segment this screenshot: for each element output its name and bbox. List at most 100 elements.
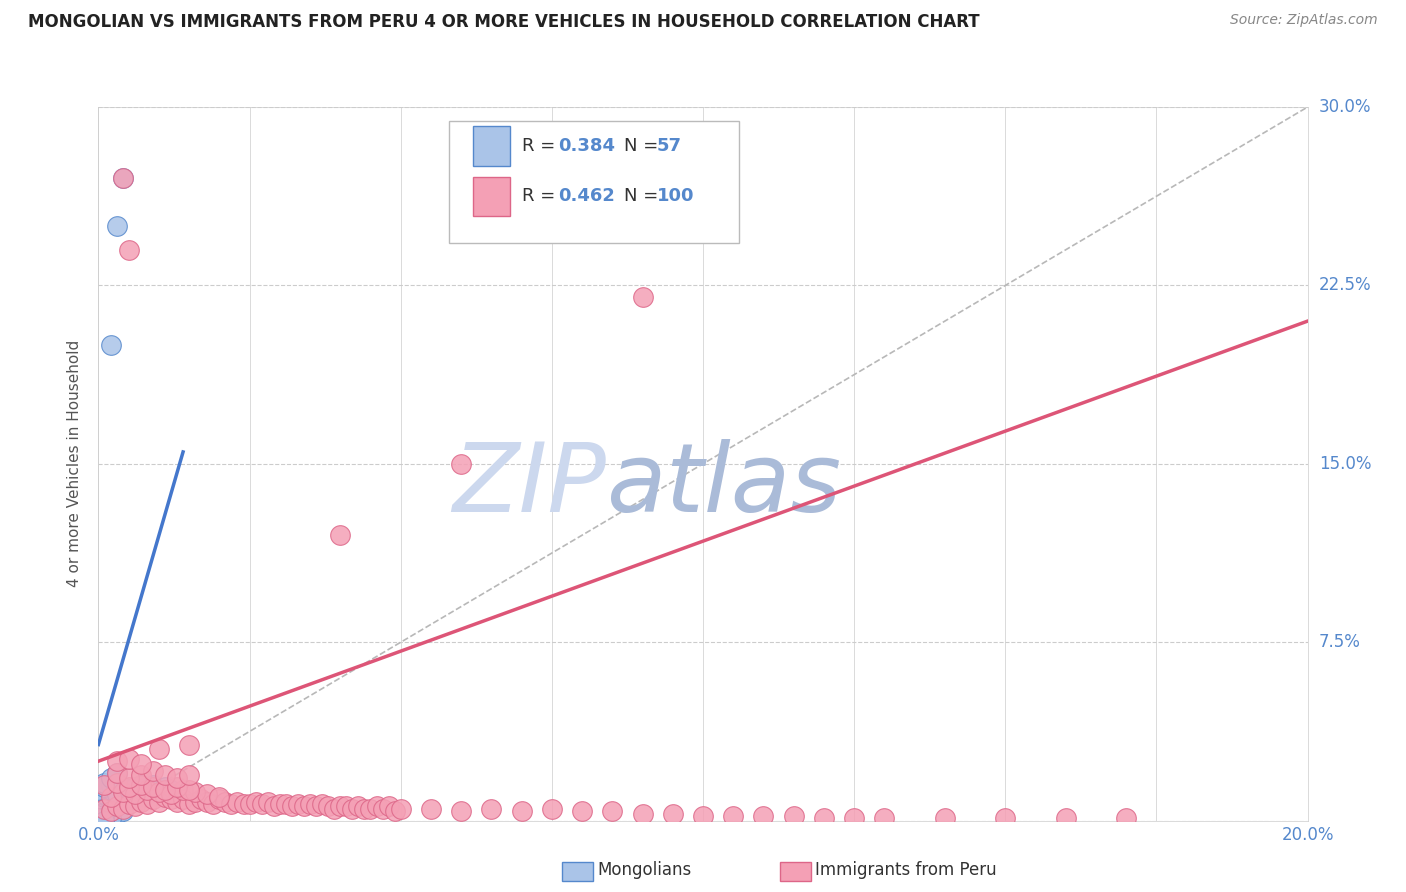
Point [232, 797, 254, 811]
Point [105, 766, 128, 780]
Point [135, 797, 157, 811]
Point [571, 804, 593, 818]
Point [142, 780, 165, 795]
Point [93, 785, 115, 799]
Point [177, 738, 201, 752]
Point [118, 243, 141, 257]
Point [934, 811, 956, 825]
Point [105, 754, 128, 768]
Point [540, 802, 562, 816]
Point [245, 795, 267, 809]
Point [184, 785, 207, 799]
Point [782, 809, 804, 823]
Point [1115, 811, 1137, 825]
Point [100, 795, 122, 809]
Point [347, 799, 370, 814]
Point [111, 171, 134, 186]
Point [87, 814, 110, 828]
Point [100, 771, 122, 785]
Point [160, 792, 183, 806]
Point [311, 797, 333, 811]
Point [148, 795, 170, 809]
Point [142, 792, 165, 806]
Point [873, 811, 896, 825]
Point [195, 795, 218, 809]
Point [124, 799, 146, 814]
Point [100, 338, 122, 352]
Point [100, 804, 122, 818]
Point [105, 799, 128, 814]
Point [263, 799, 285, 814]
Point [105, 766, 128, 780]
Point [93, 778, 115, 792]
Point [1054, 811, 1077, 825]
Point [661, 806, 683, 821]
Point [190, 792, 212, 806]
Point [269, 797, 291, 811]
Point [124, 780, 146, 795]
Point [994, 811, 1017, 825]
Text: 7.5%: 7.5% [1319, 633, 1361, 651]
Point [602, 804, 624, 818]
Point [105, 785, 128, 799]
Point [124, 788, 146, 802]
Point [148, 782, 170, 797]
FancyBboxPatch shape [474, 177, 509, 216]
Point [93, 789, 115, 804]
Point [323, 802, 346, 816]
Text: 30.0%: 30.0% [1319, 98, 1371, 116]
Text: 15.0%: 15.0% [1319, 455, 1371, 473]
Point [129, 795, 152, 809]
Point [148, 742, 170, 756]
Point [111, 802, 134, 816]
Point [135, 788, 157, 802]
Point [160, 782, 183, 797]
Point [281, 799, 304, 814]
Point [329, 799, 352, 814]
Point [450, 457, 472, 471]
Point [129, 778, 152, 792]
Point [100, 778, 122, 792]
Point [256, 795, 278, 809]
Point [129, 778, 152, 792]
Point [87, 797, 110, 811]
Text: Source: ZipAtlas.com: Source: ZipAtlas.com [1230, 13, 1378, 28]
Point [129, 768, 152, 782]
Point [571, 219, 593, 233]
Point [105, 775, 128, 789]
Text: N =: N = [624, 187, 665, 205]
Text: 22.5%: 22.5% [1319, 277, 1371, 294]
Point [93, 814, 115, 828]
Point [100, 782, 122, 797]
Point [93, 782, 115, 797]
Point [135, 782, 157, 797]
Point [111, 780, 134, 795]
Point [360, 802, 382, 816]
Point [177, 797, 201, 811]
Point [93, 789, 115, 804]
Point [142, 778, 165, 792]
Point [316, 799, 339, 814]
Point [142, 785, 165, 799]
Point [118, 771, 141, 785]
Point [510, 804, 533, 818]
Point [166, 795, 188, 809]
Point [153, 780, 176, 795]
Point [129, 785, 152, 799]
Point [148, 785, 170, 799]
Point [93, 811, 115, 825]
FancyBboxPatch shape [449, 121, 740, 243]
Point [184, 795, 207, 809]
Point [105, 788, 128, 802]
Point [118, 789, 141, 804]
Point [239, 797, 262, 811]
Point [93, 809, 115, 823]
Text: MONGOLIAN VS IMMIGRANTS FROM PERU 4 OR MORE VEHICLES IN HOUSEHOLD CORRELATION CH: MONGOLIAN VS IMMIGRANTS FROM PERU 4 OR M… [28, 13, 980, 31]
Point [450, 804, 472, 818]
Point [93, 788, 115, 802]
Text: R =: R = [522, 136, 561, 154]
Point [118, 797, 141, 811]
Point [105, 792, 128, 806]
Point [274, 797, 297, 811]
Point [813, 811, 835, 825]
